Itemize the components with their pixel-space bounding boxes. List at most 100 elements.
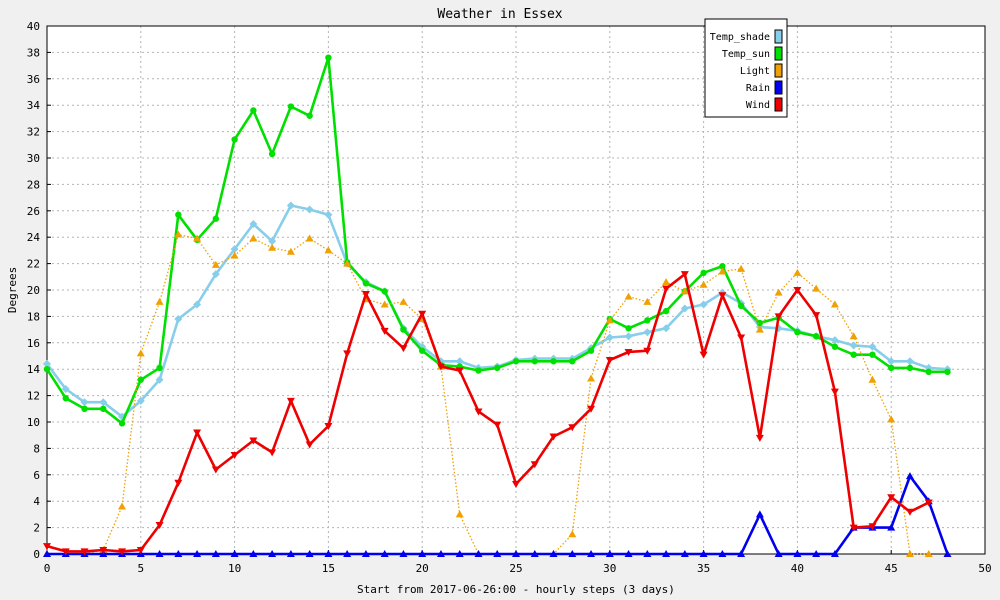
data-point-rain — [587, 550, 596, 557]
data-point-temp-sun — [81, 405, 88, 412]
data-point-wind — [924, 499, 933, 507]
data-point-temp-shade — [455, 357, 464, 366]
data-point-wind — [830, 388, 839, 396]
legend-label-wind: Wind — [746, 100, 770, 111]
data-point-rain — [943, 550, 952, 557]
data-point-temp-sun — [569, 358, 576, 365]
x-tick-label: 20 — [416, 562, 429, 575]
data-point-rain — [568, 550, 577, 557]
data-point-rain — [249, 550, 258, 557]
data-point-wind — [624, 349, 633, 357]
data-point-light — [324, 246, 333, 254]
data-point-wind — [343, 350, 352, 358]
data-point-temp-shade — [43, 359, 51, 368]
data-point-light — [118, 502, 127, 510]
data-point-light — [211, 260, 220, 268]
data-point-temp-sun — [43, 366, 51, 373]
data-point-rain — [343, 550, 352, 557]
x-axis: 0 5 10 15 20 25 30 35 40 45 50 — [44, 550, 992, 575]
data-point-rain — [324, 550, 333, 557]
data-point-temp-sun — [118, 420, 126, 427]
data-point-wind — [755, 434, 764, 442]
y-tick-label: 38 — [27, 46, 40, 59]
data-point-rain — [680, 550, 689, 557]
data-point-wind — [155, 521, 164, 529]
data-point-temp-shade — [680, 304, 689, 313]
data-point-light — [737, 264, 746, 272]
data-point-wind — [793, 287, 802, 294]
data-point-light — [830, 300, 839, 308]
data-point-wind — [436, 363, 445, 371]
series-rain — [43, 472, 952, 557]
data-point-rain — [905, 472, 914, 480]
data-point-temp-shade — [643, 328, 652, 337]
data-point-temp-shade — [193, 300, 202, 309]
data-point-rain — [512, 550, 520, 557]
x-tick-label: 25 — [509, 562, 522, 575]
data-point-rain — [380, 550, 389, 557]
data-point-rain — [418, 550, 427, 557]
data-point-rain — [399, 550, 408, 557]
y-tick-label: 10 — [27, 416, 40, 429]
data-point-light — [455, 510, 464, 518]
data-point-wind — [211, 466, 220, 474]
data-point-wind — [174, 479, 183, 487]
data-point-rain — [436, 550, 445, 557]
data-point-wind — [718, 292, 727, 300]
data-point-light — [193, 234, 202, 242]
data-point-light — [680, 287, 689, 295]
data-point-light — [774, 288, 783, 296]
y-tick-label: 0 — [33, 548, 40, 561]
data-point-temp-sun — [831, 343, 839, 350]
data-point-light — [905, 550, 914, 557]
x-tick-label: 15 — [322, 562, 335, 575]
data-point-rain — [305, 550, 314, 557]
data-point-temp-sun — [494, 364, 501, 372]
data-point-light — [793, 268, 802, 276]
data-point-temp-sun — [287, 103, 295, 110]
x-tick-label: 45 — [885, 562, 898, 575]
data-point-temp-sun — [137, 376, 144, 383]
data-point-rain — [474, 550, 483, 557]
y-tick-label: 40 — [27, 20, 40, 33]
data-point-light — [587, 374, 596, 382]
data-point-temp-shade — [136, 396, 145, 405]
data-point-temp-shade — [905, 357, 914, 366]
y-tick-label: 8 — [33, 442, 40, 455]
data-point-rain — [286, 550, 295, 557]
data-point-temp-shade — [849, 341, 858, 350]
data-point-wind — [774, 313, 783, 321]
y-tick-label: 32 — [27, 126, 40, 139]
data-point-light — [268, 243, 277, 251]
data-point-wind — [680, 271, 689, 279]
data-point-light — [155, 297, 164, 305]
data-point-rain — [43, 550, 51, 557]
data-point-rain — [455, 550, 464, 557]
y-tick-label: 18 — [27, 310, 40, 323]
data-point-temp-sun — [550, 358, 557, 365]
data-point-rain — [699, 550, 708, 557]
y-tick-label: 24 — [27, 231, 41, 244]
data-point-temp-sun — [231, 136, 238, 143]
legend-swatch-rain — [774, 80, 783, 95]
series-layer — [43, 54, 952, 557]
data-point-temp-sun — [212, 215, 220, 222]
data-point-light — [887, 415, 896, 423]
data-point-wind — [905, 508, 914, 516]
data-point-rain — [774, 550, 783, 557]
data-point-light — [924, 550, 933, 557]
data-point-wind — [530, 461, 539, 469]
chart-title: Weather in Essex — [437, 7, 562, 22]
data-point-light — [568, 530, 577, 538]
data-point-wind — [230, 452, 239, 459]
data-point-temp-sun — [662, 307, 670, 315]
data-point-wind — [380, 327, 389, 335]
data-point-temp-shade — [230, 245, 239, 254]
data-point-wind — [455, 367, 464, 375]
data-point-light — [643, 297, 652, 305]
data-point-rain — [793, 550, 802, 557]
y-tick-label: 2 — [33, 522, 40, 535]
y-tick-label: 20 — [27, 284, 40, 297]
y-tick-label: 22 — [27, 258, 40, 271]
